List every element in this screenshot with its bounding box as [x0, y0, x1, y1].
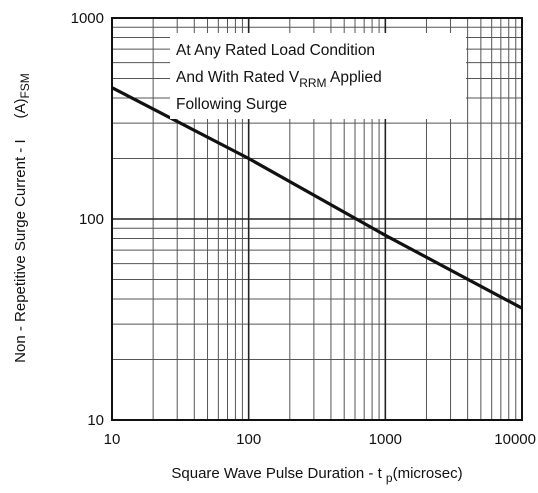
annotation-line-2-sub: RRM: [299, 76, 326, 90]
y-tick-label: 100: [79, 211, 104, 228]
y-axis-title-spacer: [12, 119, 29, 140]
x-tick-label: 1000: [369, 431, 402, 448]
y-tick-label: 1000: [71, 10, 104, 27]
y-tick-label: 10: [87, 412, 104, 429]
x-tick-label: 100: [236, 431, 261, 448]
annotation-background: [170, 33, 466, 119]
annotation-line-2-main: And With Rated V: [176, 69, 300, 86]
x-axis-title-main: Square Wave Pulse Duration - t: [171, 465, 386, 482]
x-axis-title: Square Wave Pulse Duration - t p(microse…: [171, 465, 462, 485]
annotation-box: At Any Rated Load Condition And With Rat…: [170, 33, 466, 119]
y-axis-title-main: Non - Repetitive Surge Current - I: [12, 139, 29, 362]
annotation-line-1: At Any Rated Load Condition: [176, 42, 375, 59]
x-axis-title-unit: (microsec): [393, 465, 463, 482]
x-tick-label: 10000: [494, 431, 536, 448]
y-axis-title-sub: FSM: [18, 73, 32, 98]
x-axis-title-sub: p: [386, 471, 393, 485]
annotation-line-3: Following Surge: [176, 96, 287, 113]
y-axis-title: Non - Repetitive Surge Current - I (A)FS…: [12, 73, 32, 363]
x-tick-label: 10: [104, 431, 121, 448]
plot-frame: [111, 17, 523, 421]
annotation-line-2: And With Rated VRRM Applied: [176, 69, 382, 90]
x-tick-labels: 10 100 1000 10000: [104, 431, 536, 448]
series-line-ifsm: [111, 86, 523, 310]
y-tick-labels: 10 100 1000: [71, 10, 104, 429]
y-axis-title-unit: (A): [12, 99, 29, 119]
annotation-line-2-end: Applied: [327, 69, 382, 86]
